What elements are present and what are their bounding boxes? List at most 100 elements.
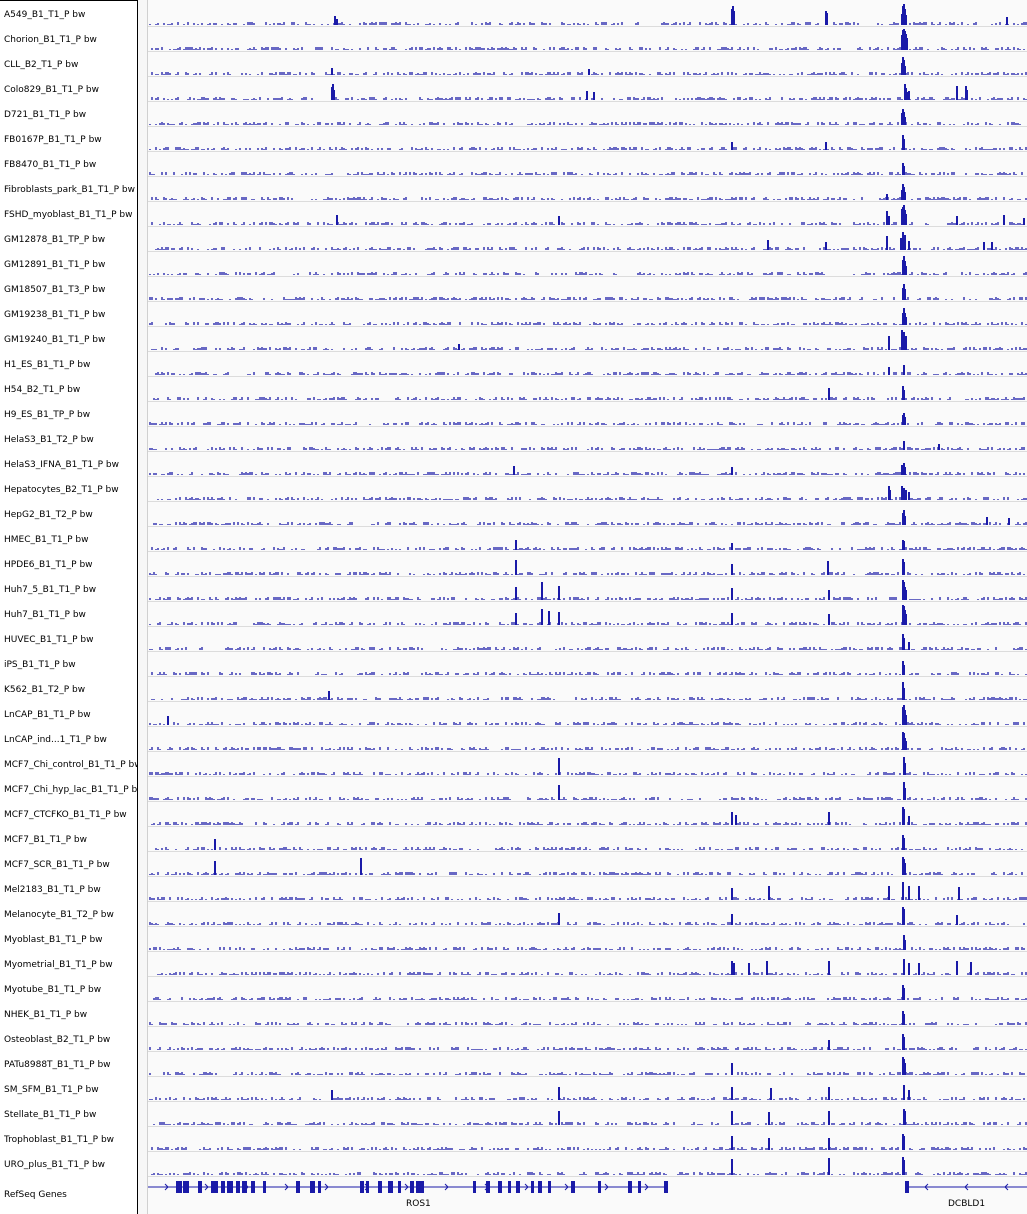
signal-track[interactable] [148,727,1027,752]
signal-track[interactable] [148,77,1027,102]
track-name[interactable]: FSHD_myoblast_B1_T1_P bw [4,210,133,220]
track-name[interactable]: Fibroblasts_park_B1_T1_P bw [4,185,136,195]
track-name[interactable]: MCF7_Chi_control_B1_T1_P bw [4,760,138,770]
track-name[interactable]: D721_B1_T1_P bw [4,110,87,120]
signal-track[interactable] [148,1002,1027,1027]
signal-track[interactable] [148,652,1027,677]
signal-track[interactable] [148,677,1027,702]
track-name[interactable]: Mel2183_B1_T1_P bw [4,885,101,895]
track-name[interactable]: HPDE6_B1_T1_P bw [4,560,93,570]
signal-track[interactable] [148,627,1027,652]
track-name[interactable]: MCF7_B1_T1_P bw [4,835,87,845]
gene-label[interactable]: ROS1 [406,1199,431,1209]
track-name[interactable]: GM19238_B1_T1_P bw [4,310,106,320]
track-name[interactable]: H9_ES_B1_TP_P bw [4,410,91,420]
signal-track[interactable] [148,802,1027,827]
signal-track[interactable] [148,127,1027,152]
signal-track[interactable] [148,377,1027,402]
track-name[interactable]: GM18507_B1_T3_P bw [4,285,106,295]
signal-track[interactable] [148,902,1027,927]
signal-track[interactable] [148,302,1027,327]
track-name[interactable]: HUVEC_B1_T1_P bw [4,635,94,645]
refseq-genes-track[interactable]: ROS1 DCBLD1 [148,1176,1027,1214]
signal-track[interactable] [148,552,1027,577]
track-name[interactable]: HelaS3_IFNA_B1_T1_P bw [4,460,119,470]
track-name[interactable]: A549_B1_T1_P bw [4,10,86,20]
track-name[interactable]: PATu8988T_B1_T1_P bw [4,1060,111,1070]
track-name[interactable]: Hepatocytes_B2_T1_P bw [4,485,119,495]
track-name[interactable]: Myoblast_B1_T1_P bw [4,935,103,945]
track-name[interactable]: FB8470_B1_T1_P bw [4,160,97,170]
signal-track[interactable] [148,52,1027,77]
signal-track[interactable] [148,1152,1027,1177]
signal-track[interactable] [148,252,1027,277]
track-name[interactable]: Myometrial_B1_T1_P bw [4,960,113,970]
track-name[interactable]: Chorion_B1_T1_P bw [4,35,97,45]
signal-track[interactable] [148,702,1027,727]
signal-plot [153,985,1027,1000]
track-name[interactable]: HepG2_B1_T2_P bw [4,510,93,520]
track-name[interactable]: GM12878_B1_TP_P bw [4,235,106,245]
track-name[interactable]: Huh7_B1_T1_P bw [4,610,86,620]
signal-track[interactable] [148,427,1027,452]
track-name[interactable]: MCF7_CTCFKO_B1_T1_P bw [4,810,127,820]
track-name[interactable]: iPS_B1_T1_P bw [4,660,76,670]
refseq-genes-label[interactable]: RefSeq Genes [4,1190,67,1200]
track-name[interactable]: CLL_B2_T1_P bw [4,60,79,70]
signal-track[interactable] [148,502,1027,527]
signal-track[interactable] [148,352,1027,377]
track-name[interactable]: FB0167P_B1_T1_P bw [4,135,102,145]
signal-track[interactable] [148,152,1027,177]
track-name[interactable]: H54_B2_T1_P bw [4,385,81,395]
signal-track[interactable] [148,977,1027,1002]
track-name[interactable]: Osteoblast_B2_T1_P bw [4,1035,111,1045]
signal-track[interactable] [148,1127,1027,1152]
track-name[interactable]: GM19240_B1_T1_P bw [4,335,106,345]
track-name[interactable]: LnCAP_ind...1_T1_P bw [4,735,107,745]
signal-track[interactable] [148,102,1027,127]
signal-track[interactable] [148,952,1027,977]
panel-divider[interactable] [139,0,148,1214]
track-name[interactable]: MCF7_SCR_B1_T1_P bw [4,860,110,870]
track-name[interactable]: Trophoblast_B1_T1_P bw [4,1135,115,1145]
signal-track[interactable] [148,1027,1027,1052]
signal-track[interactable] [148,1077,1027,1102]
signal-track[interactable] [148,327,1027,352]
signal-track[interactable] [148,27,1027,52]
signal-track[interactable] [148,452,1027,477]
signal-track[interactable] [148,927,1027,952]
signal-track[interactable] [148,777,1027,802]
track-name[interactable]: MCF7_Chi_hyp_lac_B1_T1_P bw [4,785,138,795]
gene-label[interactable]: DCBLD1 [948,1199,986,1209]
track-name[interactable]: GM12891_B1_T1_P bw [4,260,106,270]
track-name[interactable]: Myotube_B1_T1_P bw [4,985,102,995]
signal-track[interactable] [148,752,1027,777]
track-name[interactable]: LnCAP_B1_T1_P bw [4,710,91,720]
signal-track[interactable] [148,602,1027,627]
track-name[interactable]: Colo829_B1_T1_P bw [4,85,99,95]
signal-track[interactable] [148,1102,1027,1127]
signal-track[interactable] [148,277,1027,302]
signal-track[interactable] [148,852,1027,877]
track-name[interactable]: URO_plus_B1_T1_P bw [4,1160,106,1170]
track-name[interactable]: HMEC_B1_T1_P bw [4,535,89,545]
signal-track[interactable] [148,177,1027,202]
signal-track[interactable] [148,527,1027,552]
track-name[interactable]: H1_ES_B1_T1_P bw [4,360,91,370]
signal-track[interactable] [148,1052,1027,1077]
signal-track[interactable] [148,227,1027,252]
track-name[interactable]: Melanocyte_B1_T2_P bw [4,910,114,920]
signal-track[interactable] [148,2,1027,27]
track-name[interactable]: SM_SFM_B1_T1_P bw [4,1085,99,1095]
track-name[interactable]: Huh7_5_B1_T1_P bw [4,585,97,595]
track-name[interactable]: HelaS3_B1_T2_P bw [4,435,94,445]
track-name[interactable]: Stellate_B1_T1_P bw [4,1110,97,1120]
signal-track[interactable] [148,402,1027,427]
signal-track[interactable] [148,477,1027,502]
signal-track[interactable] [148,202,1027,227]
signal-track[interactable] [148,827,1027,852]
track-name[interactable]: K562_B1_T2_P bw [4,685,86,695]
track-name[interactable]: NHEK_B1_T1_P bw [4,1010,88,1020]
signal-track[interactable] [148,877,1027,902]
signal-track[interactable] [148,577,1027,602]
